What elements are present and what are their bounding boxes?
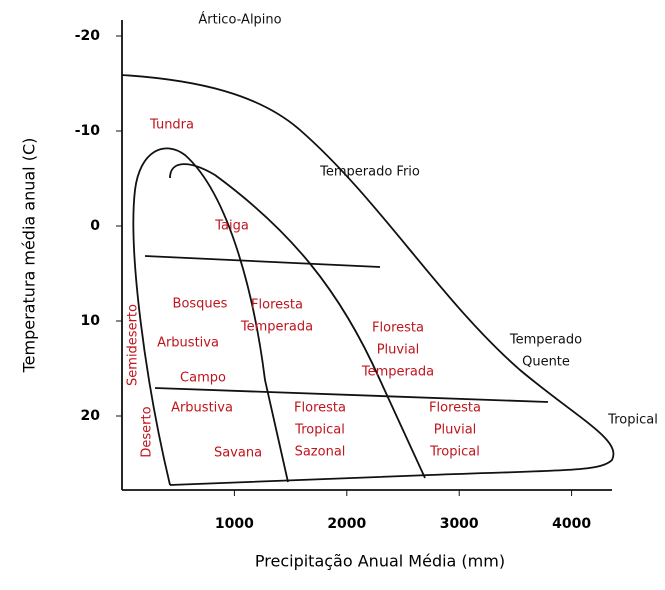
biome-label: Floresta [251, 298, 303, 313]
biome-label: Savana [214, 446, 262, 461]
x-axis-title: Precipitação Anual Média (mm) [255, 552, 505, 571]
y-tick-label: 0 [90, 218, 100, 234]
biome-label: Deserto [140, 406, 155, 457]
biome-label: Floresta [372, 321, 424, 336]
zone-label: Quente [522, 355, 570, 370]
biome-label: Taiga [214, 219, 249, 234]
biome-label: Pluvial [434, 423, 477, 438]
boundary-line [154, 387, 549, 403]
x-tick-label: 1000 [215, 516, 254, 532]
biome-label: Temperada [240, 320, 313, 335]
y-tick-label: -10 [75, 123, 101, 139]
biome-label: Arbustiva [157, 336, 219, 351]
biome-label: Pluvial [377, 343, 420, 358]
y-tick-label: 20 [81, 408, 101, 424]
biome-label: Floresta [429, 401, 481, 416]
y-tick-label: -20 [75, 28, 101, 44]
biome-label: Tropical [429, 445, 480, 460]
biome-label: Arbustiva [171, 401, 233, 416]
biome-label: Tundra [149, 118, 194, 133]
y-axis-title: Temperatura média anual (C) [20, 138, 39, 374]
x-tick-label: 2000 [327, 516, 366, 532]
zone-label: Temperado [509, 333, 582, 348]
boundary-curve [169, 163, 426, 479]
zone-label: Temperado Frio [319, 165, 420, 180]
zone-label: Ártico-Alpino [198, 12, 281, 28]
boundary-line [144, 255, 381, 268]
y-tick-label: 10 [81, 313, 101, 329]
biome-label: Tropical [294, 423, 345, 438]
x-tick-label: 4000 [552, 516, 591, 532]
boundary-curve [132, 147, 289, 486]
zone-label: Tropical [607, 413, 658, 428]
biome-label: Temperada [361, 365, 434, 380]
outer-boundary [121, 74, 615, 486]
biome-label: Floresta [294, 401, 346, 416]
x-tick-label: 3000 [440, 516, 479, 532]
biome-label: Sazonal [295, 445, 346, 460]
biome-label: Campo [180, 371, 226, 386]
biome-label: Bosques [173, 297, 228, 312]
biome-label: Semideserto [126, 304, 141, 386]
